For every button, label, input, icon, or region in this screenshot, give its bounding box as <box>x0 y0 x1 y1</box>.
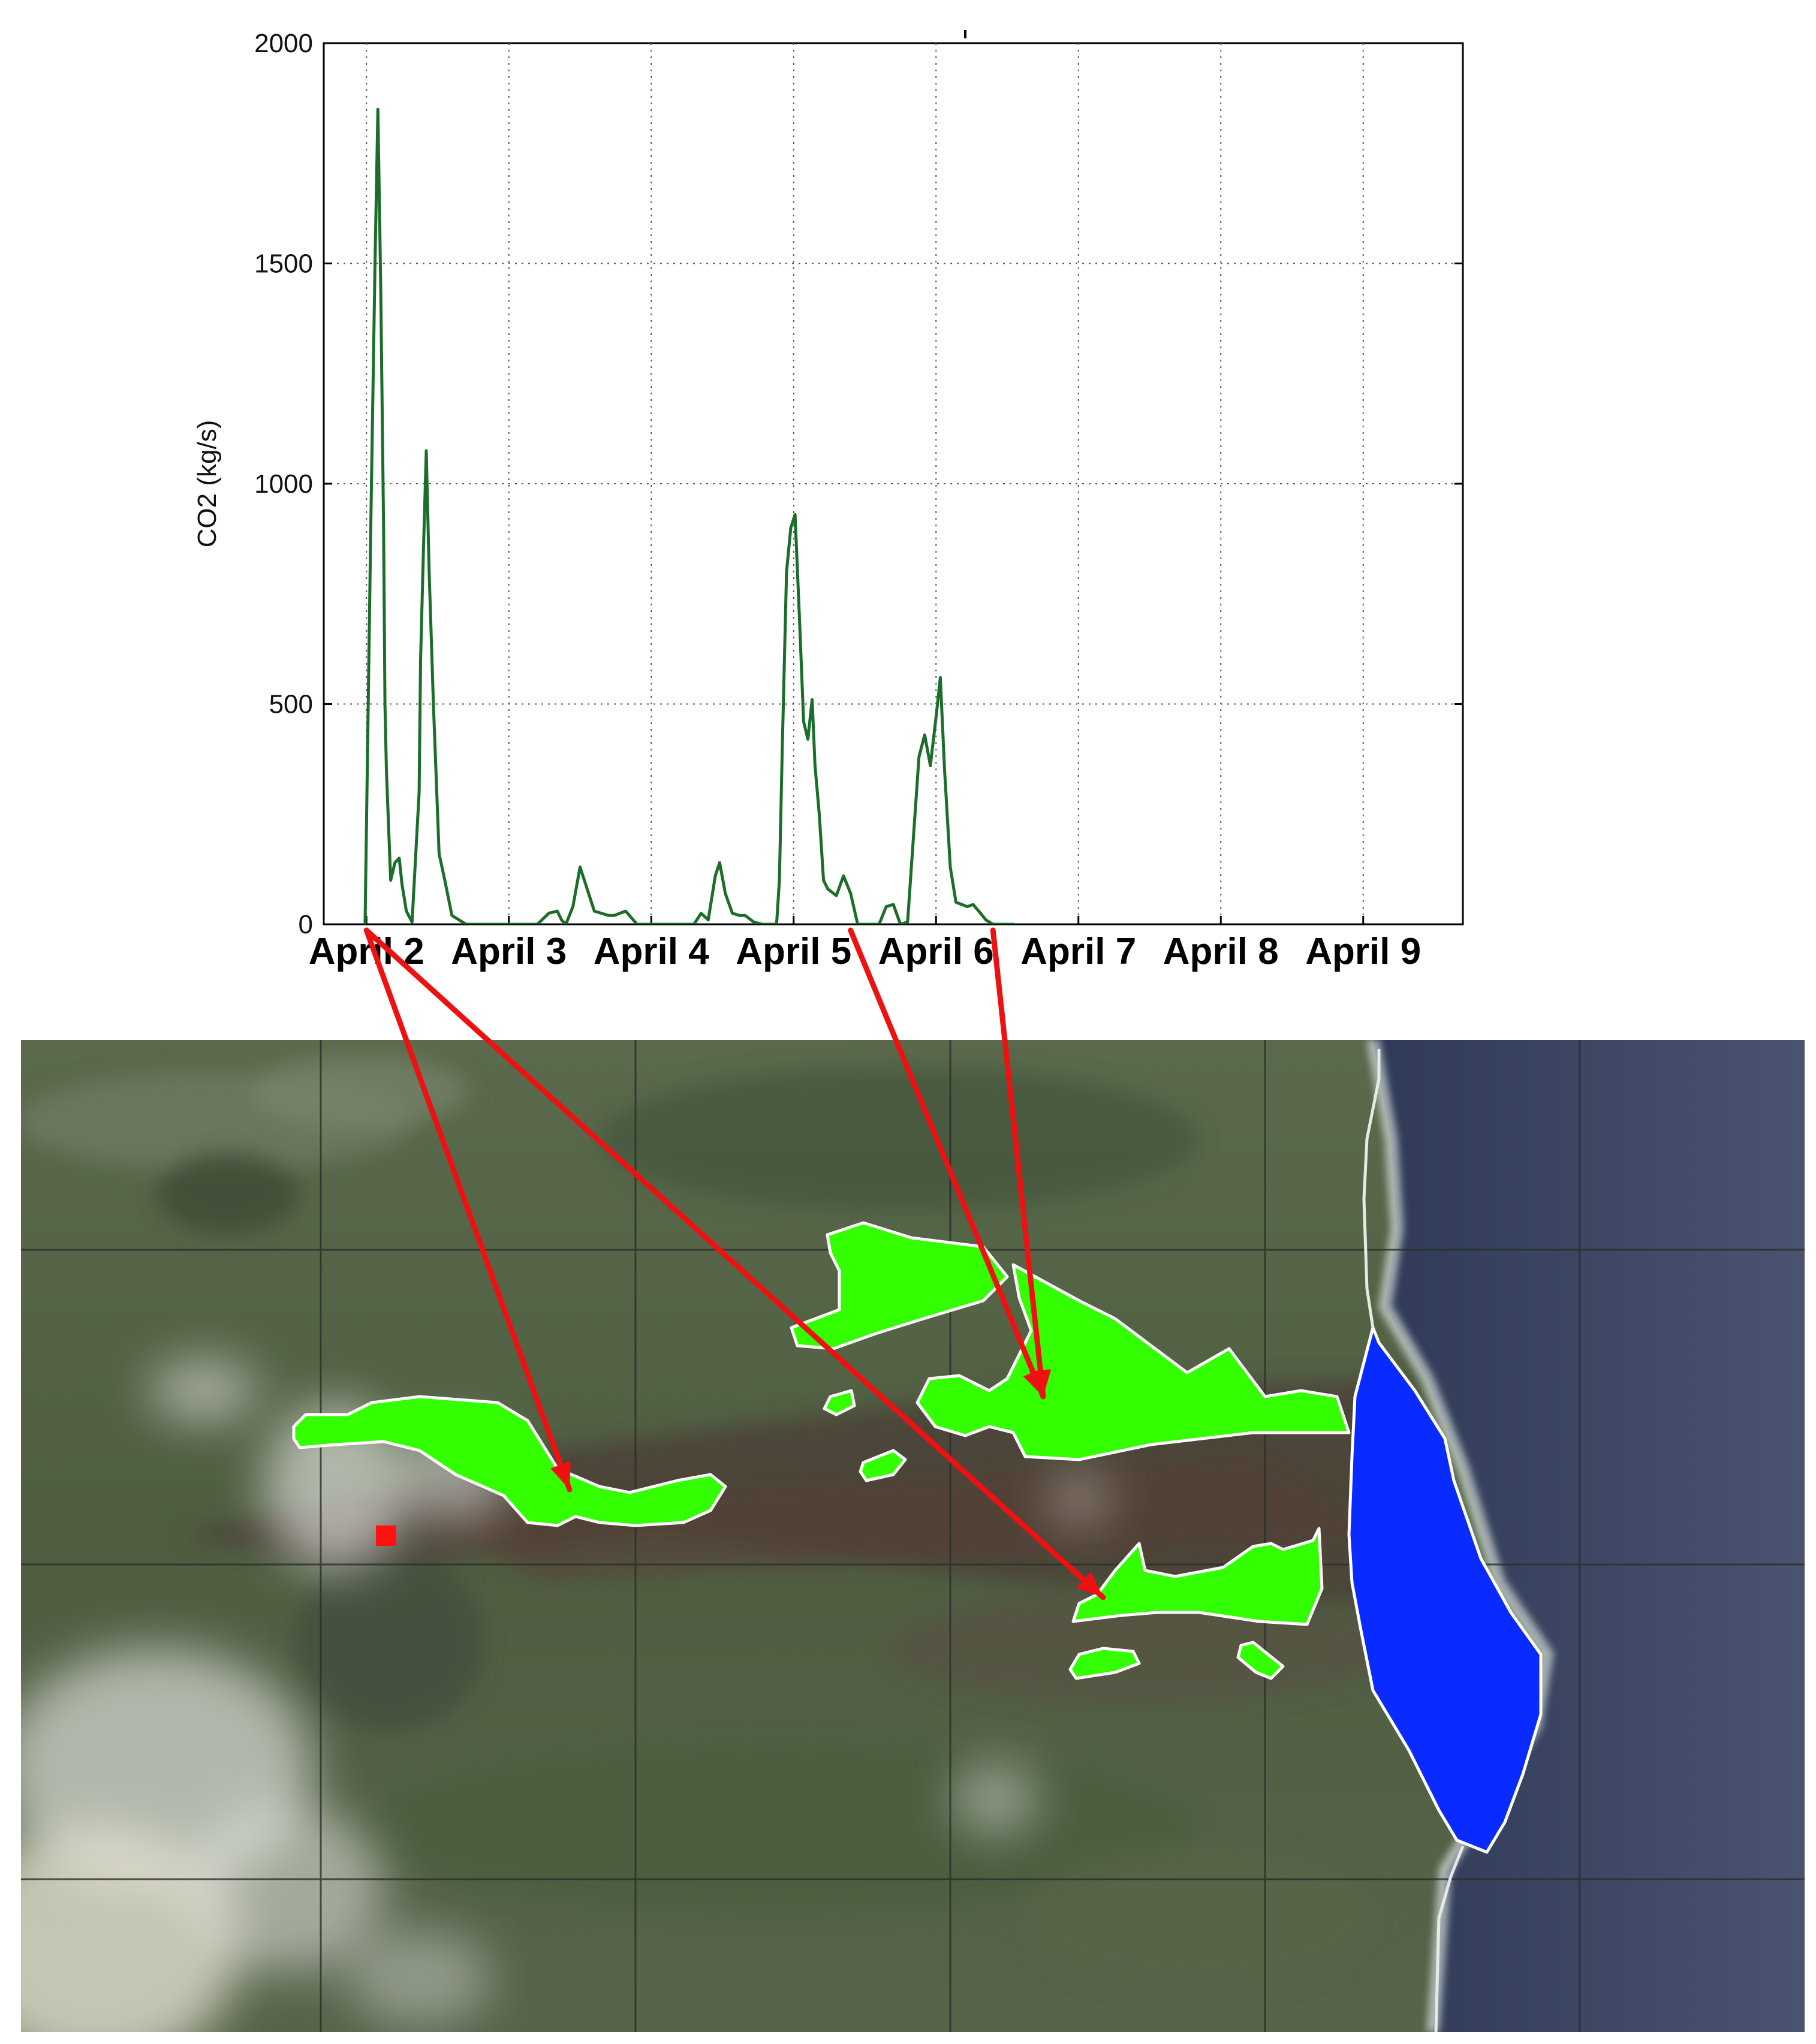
y-tick-label-0: 0 <box>299 910 313 939</box>
lava-region-2 <box>790 1221 1009 1350</box>
lava-region-small-3 <box>1068 1647 1141 1680</box>
x-tick-label-6: April 8 <box>1163 931 1279 972</box>
lava-region-1 <box>292 1395 727 1527</box>
lava-region-3 <box>1071 1527 1324 1626</box>
y-tick-label-1: 500 <box>269 690 313 719</box>
annotation-arrows <box>363 927 1106 1600</box>
annotation-arrow-3 <box>990 927 1046 1400</box>
lava-region-2b <box>915 1263 1351 1461</box>
y-tick-label-2: 1000 <box>254 469 313 499</box>
coastal-road <box>1362 1049 1465 2032</box>
x-tick-label-3: April 5 <box>736 931 851 972</box>
x-tick-label-7: April 9 <box>1305 931 1421 972</box>
grid-lines <box>324 43 1463 924</box>
y-axis: 0 500 1000 1500 2000 <box>254 29 1463 939</box>
satellite-map <box>21 1040 1805 2032</box>
plot-area <box>323 42 1464 925</box>
y-axis-label: CO2 (kg/s) <box>192 420 222 548</box>
series-layer <box>363 107 1014 924</box>
lava-region-small-4 <box>1236 1641 1285 1680</box>
x-tick-label-4: April 6 <box>878 931 994 972</box>
annotation-arrow-1 <box>363 927 1106 1600</box>
vent-marker <box>376 1526 396 1546</box>
y-tick-label-4: 2000 <box>254 29 313 58</box>
lava-region-small-2 <box>859 1449 907 1482</box>
x-axis: April 2 April 3 April 4 April 5 April 6 April… <box>309 916 1421 972</box>
y-tick-label-3: 1500 <box>254 249 313 279</box>
series-line-0 <box>363 107 1014 924</box>
annotation-arrow-0 <box>363 927 573 1493</box>
lava-region-small-1 <box>823 1389 856 1416</box>
annotation-arrow-2 <box>848 927 1046 1400</box>
ocean-entry-region <box>1347 1326 1543 1854</box>
annotation-arrowhead-0 <box>550 1461 571 1490</box>
ocean <box>1373 1040 1805 2032</box>
x-tick-label-1: April 3 <box>451 931 567 972</box>
annotation-arrowhead-1 <box>1076 1572 1103 1597</box>
x-tick-label-2: April 4 <box>594 931 709 972</box>
x-tick-label-5: April 7 <box>1020 931 1136 972</box>
annotation-arrowhead-3 <box>1029 1369 1052 1397</box>
